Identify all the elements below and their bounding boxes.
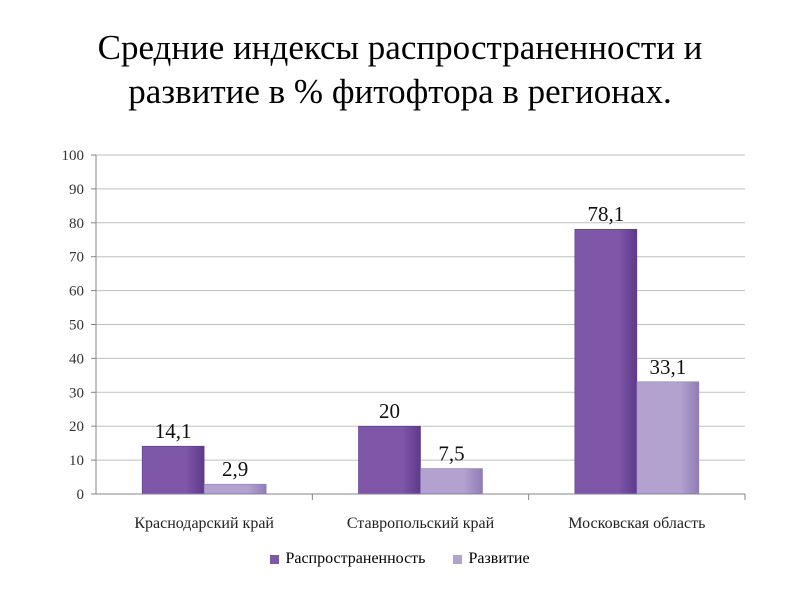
legend-swatch-series-2	[453, 554, 463, 564]
y-tick-label: 90	[69, 182, 84, 198]
data-labels: 14,1 2,9 20 7,5 78,1 33,1	[155, 202, 686, 481]
y-tick-label: 10	[69, 453, 84, 469]
y-tick-label: 80	[69, 216, 84, 232]
x-tick-label: Московская область	[568, 515, 705, 532]
y-tick-label: 30	[69, 385, 84, 401]
chart-title: Средние индексы распространенности и раз…	[0, 26, 800, 114]
y-tick-label: 20	[69, 419, 84, 435]
legend-swatch-series-1	[270, 554, 280, 564]
bar-series-1-cat-2	[358, 425, 421, 495]
y-tick-label: 50	[69, 318, 84, 334]
data-label-series-1-cat-1: 14,1	[155, 419, 192, 443]
legend: Распространенность Развитие	[0, 549, 800, 570]
y-tick-label: 70	[69, 250, 84, 266]
y-tick-label: 60	[69, 284, 84, 300]
chart-title-line-2: развитие в % фитофтора в регионах.	[128, 72, 672, 111]
data-label-series-2-cat-1: 2,9	[222, 457, 248, 481]
x-tick-label: Краснодарский край	[134, 515, 274, 532]
data-label-series-2-cat-3: 33,1	[649, 355, 686, 379]
data-label-series-2-cat-2: 7,5	[438, 442, 464, 466]
y-tick-label: 0	[77, 487, 85, 503]
legend-label-series-1: Распространенность	[285, 550, 426, 567]
y-tick-label: 40	[69, 351, 84, 367]
bar-series-2-cat-3	[636, 381, 700, 495]
bar-series-2-cat-2	[420, 468, 483, 495]
bar-series-1-cat-1	[141, 445, 205, 495]
bar-series-2-cat-1	[203, 483, 267, 495]
chart-title-line-1: Средние индексы распространенности и	[97, 28, 703, 67]
legend-label-series-2: Развитие	[468, 550, 530, 567]
axes: 0 10 20 30 40 50 60 70 80 90 100 Краснодарский край…	[62, 148, 746, 532]
legend-item-series-1: Распространенность	[270, 549, 425, 569]
data-label-series-1-cat-2: 20	[379, 399, 400, 423]
bar-series-1-cat-3	[574, 228, 638, 495]
data-label-series-1-cat-3: 78,1	[587, 202, 624, 226]
legend-item-series-2: Развитие	[453, 549, 530, 569]
y-tick-label: 100	[62, 148, 85, 164]
x-tick-label: Ставропольский край	[347, 515, 495, 532]
bars	[141, 228, 700, 495]
